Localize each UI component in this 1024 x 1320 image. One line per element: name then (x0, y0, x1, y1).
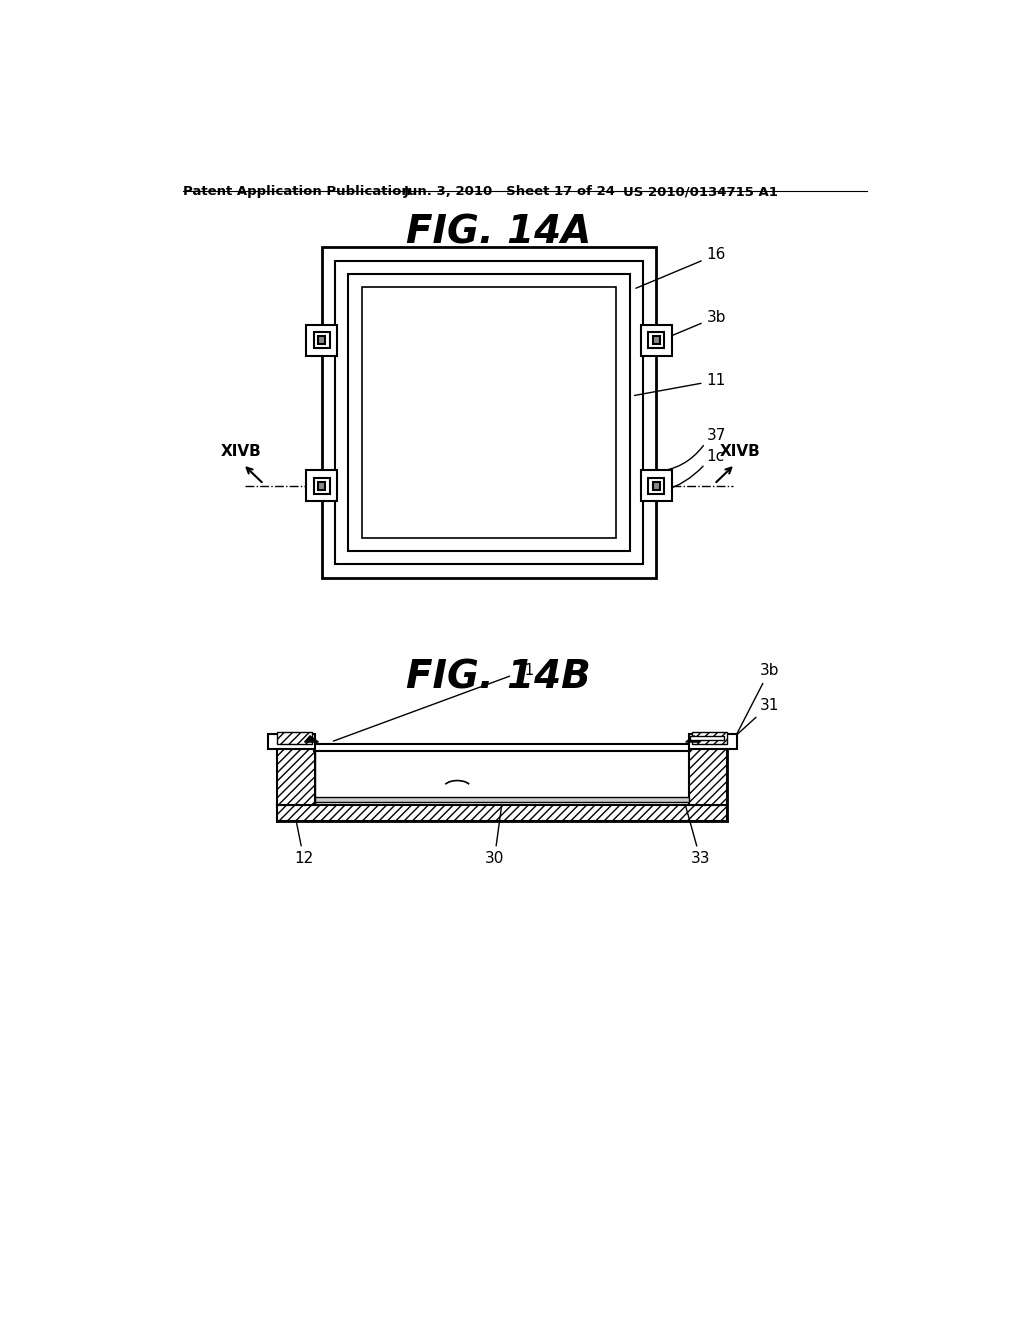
Text: FIG. 14B: FIG. 14B (407, 659, 591, 697)
Text: US 2010/0134715 A1: US 2010/0134715 A1 (624, 185, 778, 198)
Bar (313, 333, 330, 348)
Text: 11: 11 (334, 663, 535, 741)
Text: Patent Application Publication: Patent Application Publication (183, 185, 411, 198)
Bar (322, 247, 656, 578)
Bar (317, 482, 326, 490)
Text: FIG. 14A: FIG. 14A (406, 214, 591, 252)
Bar (313, 478, 330, 494)
Bar (306, 470, 337, 502)
Bar (317, 337, 326, 345)
Bar (276, 733, 312, 743)
Bar (267, 734, 315, 748)
Bar (689, 743, 727, 805)
Text: XIVB: XIVB (719, 444, 760, 459)
Polygon shape (304, 737, 318, 742)
Bar (692, 733, 727, 743)
Bar (306, 325, 337, 355)
Bar (648, 333, 665, 348)
Bar (348, 275, 630, 552)
Text: 3b: 3b (673, 309, 726, 335)
Bar (652, 482, 660, 490)
Bar (641, 325, 672, 355)
Text: 16: 16 (636, 247, 726, 288)
Text: 11: 11 (635, 374, 726, 396)
Text: 31: 31 (731, 697, 779, 741)
Bar (690, 737, 724, 739)
Text: 12: 12 (294, 824, 313, 866)
Text: 3b: 3b (736, 663, 779, 735)
Bar (361, 286, 616, 539)
Bar (313, 743, 690, 751)
Bar (648, 478, 665, 494)
Text: 37: 37 (707, 428, 726, 444)
Text: Jun. 3, 2010   Sheet 17 of 24: Jun. 3, 2010 Sheet 17 of 24 (403, 185, 615, 198)
Bar (336, 261, 643, 564)
Bar (652, 337, 660, 345)
Bar (689, 734, 736, 748)
Text: 30: 30 (484, 805, 504, 866)
Text: 33: 33 (686, 807, 710, 866)
Bar (315, 797, 689, 803)
Bar (276, 805, 727, 821)
Text: 1c: 1c (707, 449, 725, 465)
Bar (641, 470, 672, 502)
Bar (276, 743, 315, 805)
Text: XIVB: XIVB (220, 444, 261, 459)
Polygon shape (686, 737, 699, 742)
